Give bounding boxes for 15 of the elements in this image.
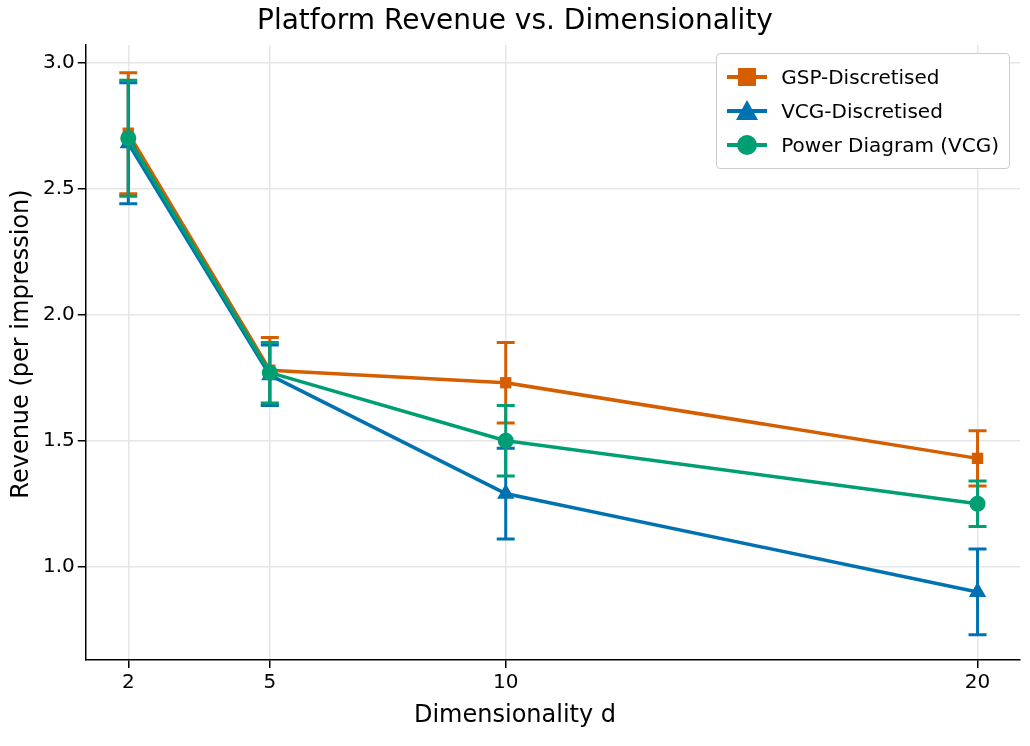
x-tick-label: 5 [263, 669, 277, 694]
x-tick-label: 10 [493, 669, 519, 694]
y-tick-label: 3.0 [42, 48, 75, 73]
x-axis-title: Dimensionality d [412, 700, 618, 728]
x-tick-label: 20 [964, 669, 991, 694]
legend-label: GSP-Discretised [781, 65, 940, 89]
y-tick-label: 2.5 [42, 174, 75, 199]
chart-title: Platform Revenue vs. Dimensionality [256, 2, 774, 38]
legend-label: Power Diagram (VCG) [781, 133, 999, 157]
legend-label: VCG-Discretised [781, 99, 943, 123]
y-axis-title: Revenue (per impression) [6, 188, 34, 501]
y-tick-label: 1.5 [42, 426, 75, 451]
y-tick-label: 2.0 [42, 300, 75, 325]
x-tick-label: 2 [121, 669, 135, 694]
y-tick-label: 1.0 [42, 552, 75, 577]
